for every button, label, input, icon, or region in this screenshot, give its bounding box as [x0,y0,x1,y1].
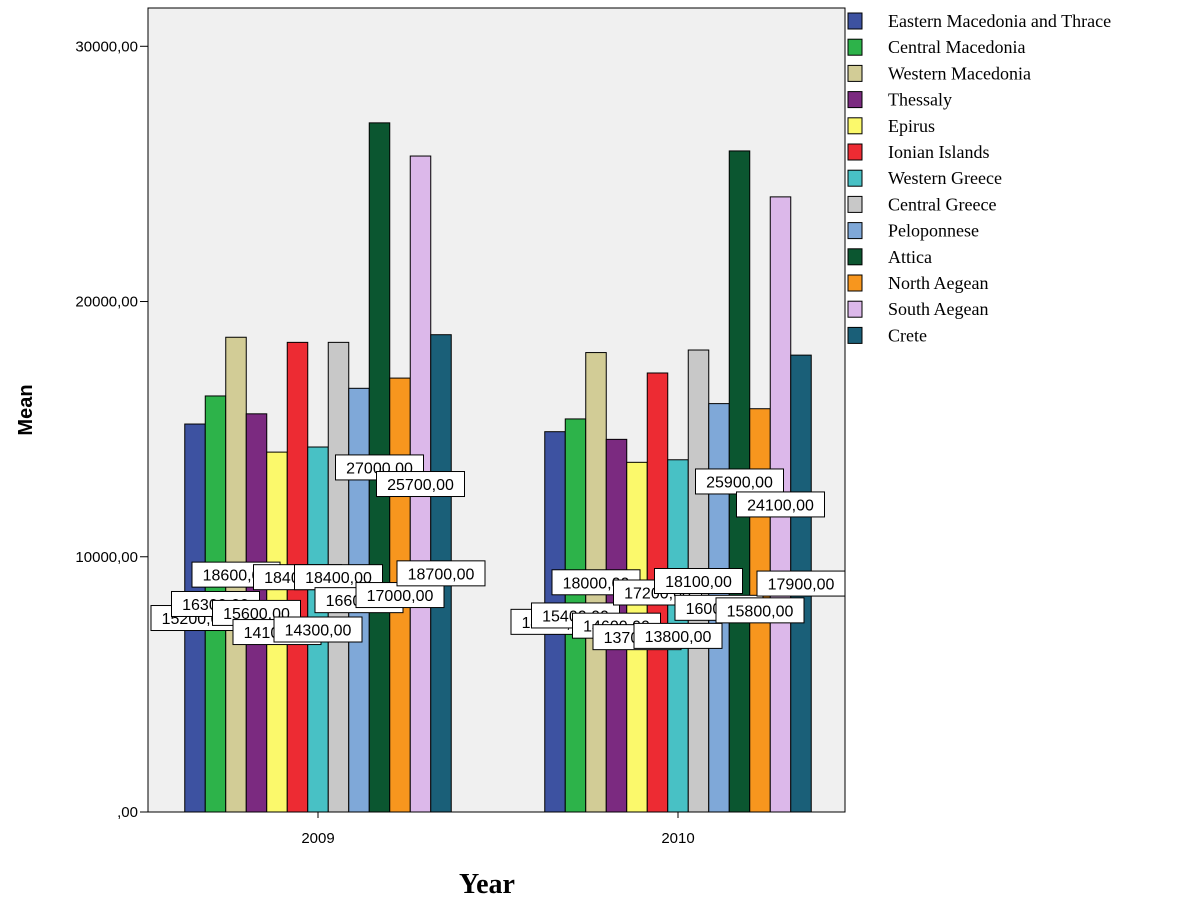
data-label-box [756,570,846,597]
legend: Eastern Macedonia and Thrace Central Mace… [847,11,1111,345]
data-label: 18000,00 [551,569,641,596]
data-label-text: 18000,00 [563,575,630,592]
legend-label: Ionian Islands [888,142,989,162]
bars-group [184,122,812,813]
legend-label: Central Greece [888,194,996,214]
data-label-text: 17000,00 [367,588,434,605]
legend-label: Central Macedonia [888,37,1025,57]
data-label-box [736,491,825,518]
y-tick-label: 20000,00 [75,294,138,311]
legend-swatch [847,326,863,344]
data-label-box [633,622,723,649]
legend-swatch [847,274,863,292]
legend-item: Eastern Macedonia and Thrace [847,11,1111,31]
data-label-box [715,597,805,624]
legend-label: Thessaly [888,90,952,110]
legend-label: Crete [888,325,927,345]
legend-label: Eastern Macedonia and Thrace [888,11,1111,31]
data-label-text: 17900,00 [768,577,835,594]
legend-swatch [847,195,863,213]
legend-label: Western Greece [888,168,1002,188]
data-labels: 15200,0014900,0016300,0015400,0018600,00… [150,454,846,651]
legend-label: Epirus [888,116,935,136]
legend-swatch [847,248,863,266]
legend-item: Western Greece [847,168,1002,188]
legend-swatch [847,12,863,30]
data-label-text: 15600,00 [223,606,290,623]
legend-swatch [847,169,863,187]
data-label-text: 18100,00 [665,574,732,591]
data-label: 24100,00 [736,491,825,518]
legend-swatch [847,91,863,109]
data-label-box [376,471,465,498]
x-axis-title: Year [459,869,515,900]
legend-item: Crete [847,325,927,345]
data-label-text: 25700,00 [387,477,454,494]
legend-swatch [847,64,863,82]
data-label: 18700,00 [396,560,486,587]
legend-item: Western Macedonia [847,63,1031,83]
y-tick-label: 30000,00 [75,38,138,55]
legend-item: Ionian Islands [847,142,989,162]
x-tick-label: 2009 [301,830,334,847]
x-ticks: 2009 2010 [301,812,695,847]
y-tick-label: 10000,00 [75,549,138,566]
data-label: 15800,00 [715,597,805,624]
legend-swatch [847,117,863,135]
legend-item: South Aegean [847,299,989,319]
legend-label: North Aegean [888,273,988,293]
legend-item: Peloponnese [847,221,979,241]
legend-swatch [847,143,863,161]
legend-item: Epirus [847,116,935,136]
data-label-text: 24100,00 [747,497,814,514]
legend-label: Attica [888,247,932,267]
data-label: 13800,00 [633,622,723,649]
data-label: 14300,00 [273,616,363,643]
legend-item: Central Greece [847,194,996,214]
legend-swatch [847,222,863,240]
x-tick-label: 2010 [661,830,694,847]
legend-swatch [847,300,863,318]
legend-item: North Aegean [847,273,988,293]
data-label: 25700,00 [376,471,465,498]
data-label: 17900,00 [756,570,846,597]
data-label-text: 15800,00 [727,603,794,620]
data-label-text: 18600,00 [203,568,270,585]
data-label: 18100,00 [654,568,743,595]
data-label-box [654,568,743,595]
legend-item: Central Macedonia [847,37,1025,57]
legend-label: South Aegean [888,299,989,319]
data-label-box [273,616,363,643]
legend-swatch [847,38,863,56]
data-label: 25900,00 [695,468,784,495]
data-label-box [695,468,784,495]
data-label-text: 14300,00 [285,623,352,640]
legend-item: Attica [847,247,932,267]
data-label-text: 13800,00 [645,629,712,646]
data-label-text: 18400,00 [305,570,372,587]
data-label-text: 18700,00 [408,566,475,583]
legend-item: Thessaly [847,90,952,110]
y-ticks: ,00 10000,00 20000,00 30000,00 [75,38,148,821]
y-tick-label: ,00 [117,804,138,821]
data-label-text: 25900,00 [706,474,773,491]
legend-label: Peloponnese [888,221,979,241]
y-axis-title: Mean [15,384,37,435]
data-label-box [396,560,486,587]
legend-label: Western Macedonia [888,63,1031,83]
